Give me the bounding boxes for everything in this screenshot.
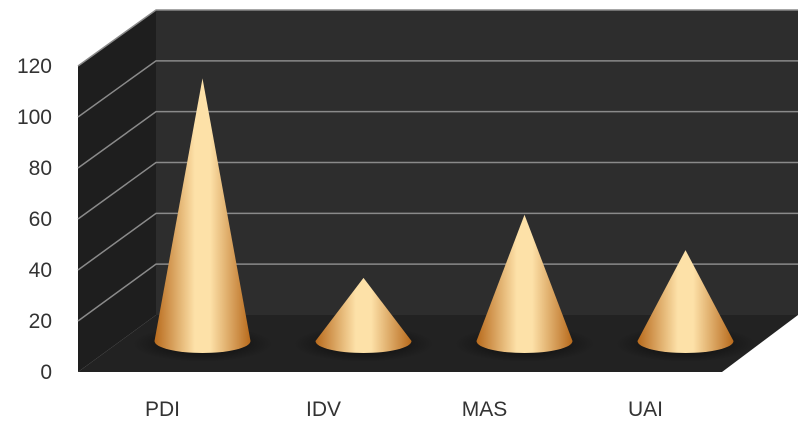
cone-body: [315, 277, 412, 353]
y-tick-label: 60: [29, 208, 52, 231]
cone-idv: [293, 277, 434, 362]
chart-floor: [78, 315, 798, 372]
cone-body: [476, 214, 573, 353]
x-category-label: IDV: [306, 398, 341, 421]
y-tick-label: 80: [29, 157, 52, 180]
gridline: [77, 9, 798, 67]
gridline: [77, 212, 798, 271]
cone-body: [637, 250, 734, 353]
x-category-label: MAS: [462, 398, 508, 421]
x-axis-category-labels: PDI IDV MAS UAI: [145, 398, 663, 421]
cone-series: [132, 78, 756, 362]
y-tick-label: 120: [17, 55, 52, 78]
x-category-label: PDI: [145, 398, 180, 421]
gridline: [77, 161, 798, 220]
y-tick-label: 40: [29, 259, 52, 282]
gridline: [77, 60, 798, 118]
gridline: [77, 110, 798, 169]
cone-mas: [454, 214, 595, 362]
y-tick-label: 0: [40, 361, 52, 384]
y-tick-label: 100: [17, 106, 52, 129]
cone-pdi: [132, 78, 273, 362]
cone-uai: [615, 250, 756, 362]
x-category-label: UAI: [628, 398, 663, 421]
cone-body: [154, 78, 251, 354]
gridlines: [77, 9, 798, 322]
y-axis-tick-labels: 0 20 40 60 80 100 120: [17, 55, 52, 384]
gridline: [77, 263, 798, 322]
y-tick-label: 20: [29, 310, 52, 333]
